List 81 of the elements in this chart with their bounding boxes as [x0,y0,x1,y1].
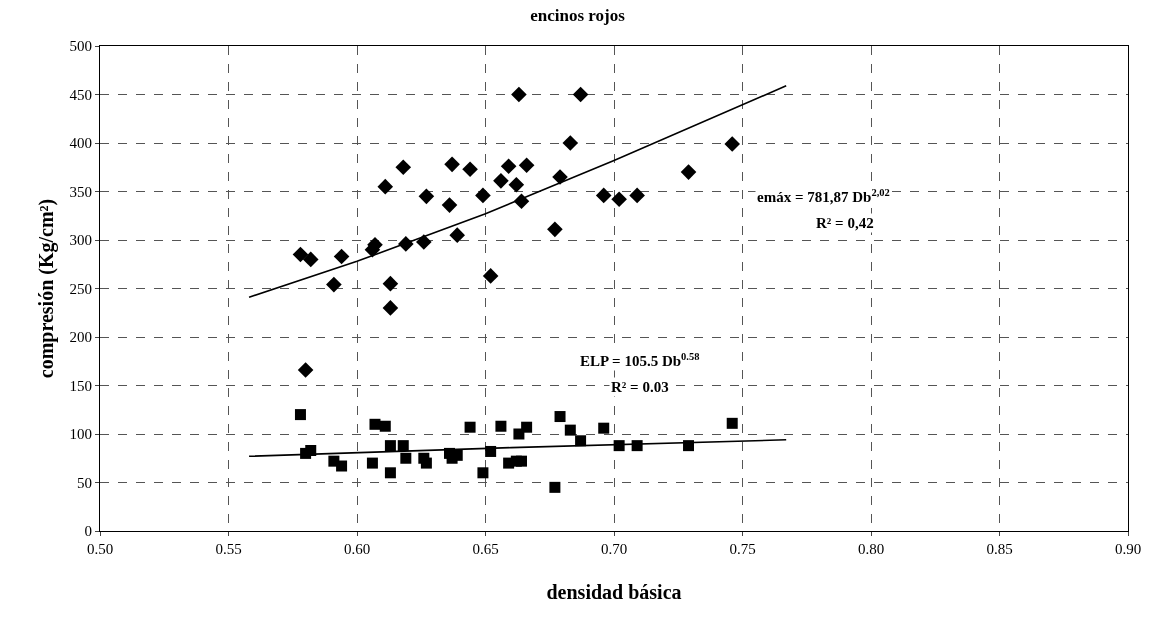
point [547,221,563,238]
point [629,187,645,204]
annotation: emáx = 781,87 Db$^{2,02}$ [757,187,890,206]
point [377,178,394,195]
annotation: R² = 0,42 [816,215,874,231]
x-axis-title: densidad básica [546,580,682,603]
point [420,457,432,469]
point [449,227,466,243]
point [572,86,589,103]
point [464,421,476,433]
point [508,176,525,193]
point [384,467,396,479]
point [379,420,391,432]
x-tick-label: 0.80 [857,541,885,557]
point [726,417,738,429]
y-tick-label: 350 [69,183,92,200]
point [333,248,350,265]
y-axis-title: compresión (Kg/cm²) [35,198,58,379]
point [441,197,458,213]
y-tick-label: 200 [69,329,92,346]
point [513,428,525,440]
point [382,300,399,316]
point [515,455,527,467]
annotation: ELP = 105.5 Db$^{0.58}$ [580,351,700,370]
point [549,481,561,493]
point [493,173,509,189]
point [611,191,627,208]
point [575,435,587,447]
y-tick-label: 0 [84,523,92,540]
point [292,246,309,263]
point [384,440,396,452]
x-tick-label: 0.65 [472,541,499,557]
x-tick-label: 0.55 [215,541,242,557]
point [418,188,435,205]
point [462,161,478,177]
point [613,440,625,452]
point [297,362,314,378]
point [482,268,499,284]
point [554,411,566,423]
y-tick-label: 400 [69,135,92,152]
y-tick-label: 150 [69,377,92,394]
chart-title: encinos rojos [530,6,626,26]
y-tick-label: 50 [77,474,92,491]
x-tick-label: 0.75 [729,541,756,557]
x-tick-label: 0.85 [986,541,1013,557]
point [518,157,535,174]
point [475,187,491,204]
point [562,135,579,151]
point [477,467,489,479]
point [511,86,527,103]
x-tick-label: 0.50 [86,541,114,557]
point [683,440,695,452]
annotation: R² = 0.03 [611,379,669,395]
point [598,422,610,434]
point [382,275,399,292]
point [500,158,517,175]
x-tick-label: 0.60 [343,541,371,557]
point [724,136,741,152]
point [302,251,319,268]
point [521,421,533,433]
y-tick-label: 300 [69,232,92,249]
point [444,156,460,173]
point [369,418,381,430]
point [397,440,409,452]
y-tick-label: 250 [69,280,92,297]
point [326,276,342,293]
y-tick-label: 500 [69,38,92,55]
y-tick-label: 450 [69,86,92,103]
point [495,420,507,432]
y-tick-label: 100 [69,426,92,443]
x-tick-label: 0.70 [600,541,628,557]
point [416,234,432,250]
point [595,187,612,204]
point [564,424,576,436]
x-tick-label: 0.90 [1114,541,1142,557]
point [294,409,306,421]
point [366,457,378,469]
point [336,460,348,472]
point [400,452,412,464]
point [680,164,697,180]
point [395,159,412,176]
